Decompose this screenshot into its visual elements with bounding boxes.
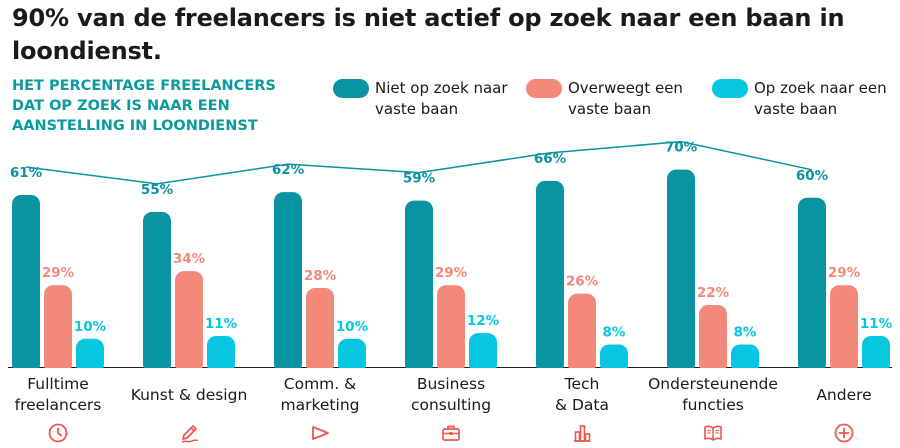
megaphone-icon [309, 422, 331, 444]
briefcase-icon [440, 422, 462, 444]
bar-2-2 [338, 338, 366, 370]
category-label-5: Ondersteunende functies [648, 375, 778, 414]
bar-2-6 [862, 335, 890, 370]
legend-swatch-op-zoek [712, 79, 748, 98]
bar-0-6 [798, 197, 826, 370]
bar-0-5 [667, 169, 695, 370]
category-label-2: Comm. & marketing [280, 375, 360, 414]
bar-1-3 [437, 285, 465, 370]
legend-item-overweegt: Overweegt een vaste baan [526, 78, 718, 120]
data-label-1-6: 29% [828, 265, 861, 281]
data-label-2-2: 10% [336, 319, 369, 335]
legend-swatch-niet [333, 79, 369, 98]
data-label-2-1: 11% [205, 316, 238, 332]
bar-1-2 [306, 288, 334, 370]
data-label-1-1: 34% [173, 251, 206, 267]
bar-chart-icon [571, 422, 593, 444]
data-label-0-6: 60% [796, 168, 829, 184]
category-label-4: Tech & Data [554, 375, 610, 414]
bar-0-2 [274, 192, 302, 370]
plus-circle-icon [833, 422, 855, 444]
bar-0-3 [405, 200, 433, 370]
pen-icon [178, 422, 200, 444]
data-label-2-4: 8% [603, 324, 626, 340]
data-label-0-4: 66% [534, 151, 567, 167]
bar-1-1 [175, 271, 203, 370]
data-label-0-3: 59% [403, 171, 436, 187]
bar-2-1 [207, 335, 235, 370]
data-label-0-1: 55% [141, 182, 174, 198]
category-label-6: Andere [816, 386, 872, 404]
book-icon [702, 422, 724, 444]
page-title: 90% van de freelancers is niet actief op… [12, 4, 845, 65]
bar-1-0 [44, 285, 72, 370]
bar-2-0 [76, 338, 104, 370]
data-label-0-5: 70% [665, 140, 698, 156]
legend-label-op-zoek: Op zoek naar een vaste baan [754, 79, 887, 118]
category-label-0: Fulltime freelancers [14, 375, 102, 414]
bar-2-5 [731, 344, 759, 370]
data-label-0-2: 62% [272, 162, 305, 178]
legend-label-overweegt: Overweegt een vaste baan [568, 79, 683, 118]
category-label-1: Kunst & design [130, 386, 248, 404]
bar-0-4 [536, 180, 564, 370]
data-label-1-5: 22% [697, 285, 730, 301]
bar-0-1 [143, 211, 171, 370]
data-label-0-0: 61% [10, 165, 43, 181]
data-label-2-0: 10% [74, 319, 107, 335]
trend-line [25, 140, 813, 185]
bar-1-4 [568, 293, 596, 370]
clock-icon [47, 422, 69, 444]
data-label-1-3: 29% [435, 265, 468, 281]
data-label-1-0: 29% [42, 265, 75, 281]
data-label-2-5: 8% [734, 324, 757, 340]
chart-subtitle: HET PERCENTAGE FREELANCERS DAT OP ZOEK I… [12, 78, 276, 134]
legend-swatch-overweegt [526, 79, 562, 98]
bar-1-5 [699, 304, 727, 370]
baseline-mask [0, 368, 900, 370]
bar-1-6 [830, 285, 858, 370]
legend-item-niet: Niet op zoek naar vaste baan [333, 78, 525, 120]
data-label-2-6: 11% [860, 316, 893, 332]
bar-0-0 [12, 194, 40, 370]
bar-2-3 [469, 333, 497, 370]
data-label-1-4: 26% [566, 274, 599, 290]
data-label-1-2: 28% [304, 268, 337, 284]
legend-label-niet: Niet op zoek naar vaste baan [375, 79, 508, 118]
category-label-3: Business consulting [410, 375, 492, 414]
legend-item-op-zoek: Op zoek naar een vaste baan [712, 78, 900, 120]
data-label-2-3: 12% [467, 313, 500, 329]
bar-2-4 [600, 344, 628, 370]
bar-chart: 61% 55% 62% 59% 66% 70% 60% 29% 34% 28% 29% 26% 22% 2… [0, 140, 900, 370]
